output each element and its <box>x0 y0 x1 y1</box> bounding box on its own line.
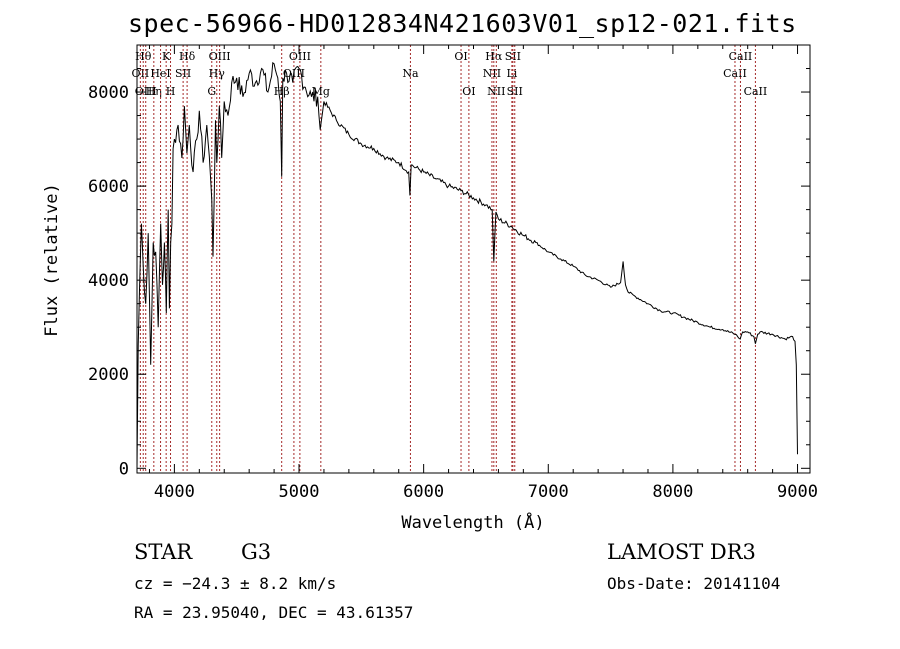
line-label-15: Mg <box>312 85 330 98</box>
plot-frame <box>136 44 811 474</box>
line-label-16: Na <box>402 67 419 80</box>
x-tick-label: 7000 <box>528 482 569 502</box>
y-tick-label: 6000 <box>88 177 129 197</box>
x-tick-label: 8000 <box>652 482 693 502</box>
page-title: spec-56966-HD012834N421603V01_sp12-021.f… <box>128 9 797 38</box>
line-label-2: OIII <box>135 85 157 98</box>
line-label-1: Hθ <box>135 50 152 63</box>
line-label-12: Hβ <box>274 85 290 98</box>
line-label-26: CaII <box>729 50 753 63</box>
line-label-27: CaII <box>744 85 768 98</box>
spectrum-line <box>136 61 798 469</box>
object-class: STAR <box>134 540 193 564</box>
line-label-5: K <box>162 50 171 63</box>
line-label-10: Hγ <box>209 67 226 80</box>
line-label-9: G <box>207 85 216 98</box>
line-label-3: Hη <box>146 85 162 98</box>
spectral-line-markers: OIIHθOIIIHηHeIKHSIIHδGHγOIIIHβOIIIOIIIMg… <box>132 45 768 473</box>
line-label-11: OIII <box>209 50 231 63</box>
line-label-17: OI <box>454 50 467 63</box>
line-label-20: Hα <box>485 50 503 63</box>
line-label-22: Li <box>506 67 517 80</box>
line-label-6: H <box>166 85 176 98</box>
x-tick-label: 4000 <box>154 482 195 502</box>
line-label-24: SII <box>507 85 523 98</box>
line-label-8: Hδ <box>179 50 196 63</box>
line-label-4: HeI <box>150 67 170 80</box>
x-tick-label: 5000 <box>279 482 320 502</box>
line-label-0: OII <box>132 67 150 80</box>
survey-name: LAMOST DR3 <box>607 540 756 564</box>
x-axis-label: Wavelength (Å) <box>401 511 544 533</box>
obs-date: Obs-Date: 20141104 <box>607 574 781 593</box>
y-tick-label: 2000 <box>88 365 129 385</box>
line-label-18: OI <box>462 85 475 98</box>
y-tick-label: 0 <box>119 459 129 479</box>
line-label-25: CaII <box>723 67 747 80</box>
axis-ticks: 4000 5000 6000 7000 8000 9000 0 2000 4000 6000 800… <box>88 45 818 502</box>
line-label-19: NII <box>483 67 501 80</box>
line-label-21: NII <box>487 85 505 98</box>
object-subclass: G3 <box>241 540 272 564</box>
coordinates: RA = 23.95040, DEC = 43.61357 <box>134 603 414 622</box>
line-label-23: SII <box>505 50 521 63</box>
line-label-7: SII <box>175 67 191 80</box>
y-tick-label: 4000 <box>88 271 129 291</box>
x-tick-label: 9000 <box>777 482 818 502</box>
y-axis-label: Flux (relative) <box>42 183 62 337</box>
y-tick-label: 8000 <box>88 83 129 103</box>
x-tick-label: 6000 <box>403 482 444 502</box>
redshift-cz: cz = −24.3 ± 8.2 km/s <box>134 574 337 593</box>
line-label-14: OIII <box>289 50 311 63</box>
